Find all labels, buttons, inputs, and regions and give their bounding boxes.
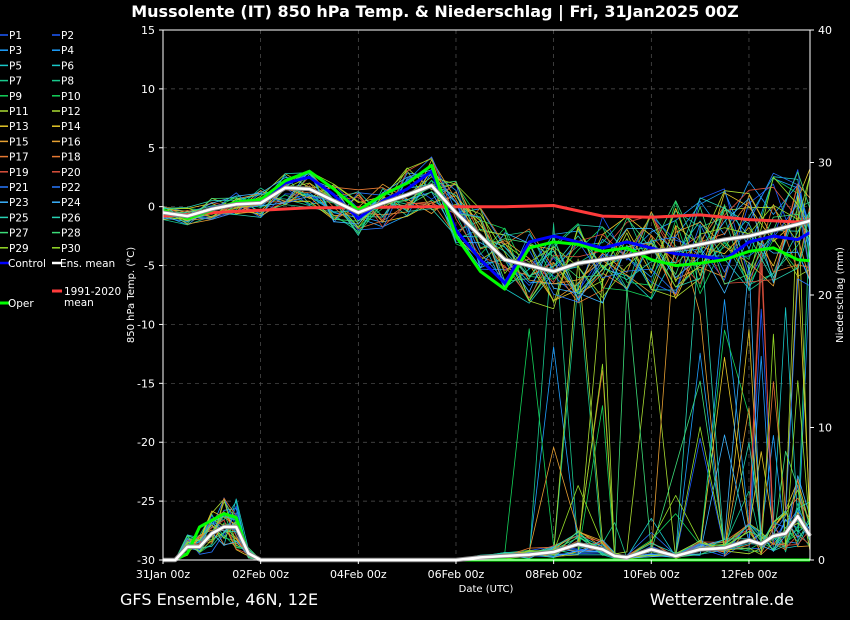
- y-tick-label-left: -30: [137, 554, 155, 567]
- member-precip-P14: [163, 263, 811, 561]
- legend-entry-climate: 1991-2020: [64, 286, 121, 298]
- oper-temp-line: [162, 163, 811, 291]
- legend-entry: P29: [9, 243, 29, 255]
- member-precip-P9: [163, 328, 811, 561]
- y-tick-label-left: -25: [137, 495, 155, 508]
- legend-entry: P19: [9, 167, 29, 179]
- x-tick-label: 10Feb 00z: [623, 568, 680, 581]
- y-tick-label-right: 20: [818, 289, 832, 302]
- right-y-ticks: 40 30 20 10 0: [810, 24, 832, 567]
- y-tick-label-left: 15: [141, 24, 155, 37]
- legend-entry: P17: [9, 152, 29, 164]
- footer-left: GFS Ensemble, 46N, 12E: [120, 590, 318, 609]
- y-tick-label-left: 10: [141, 83, 155, 96]
- legend-entry: P22: [61, 182, 81, 194]
- y-tick-label-right: 0: [818, 554, 825, 567]
- clim-mean-line: [162, 204, 811, 224]
- left-y-ticks: 15 10 5 0 -5 -10 -15 -20 -25 -30: [137, 24, 163, 567]
- y-tick-label-left: 5: [148, 142, 155, 155]
- y-axis-label-right: Niederschlag (mm): [835, 247, 846, 343]
- member-precip-P20: [163, 262, 811, 561]
- legend-entry: P15: [9, 136, 29, 148]
- member-temp-P11: [162, 170, 811, 302]
- member-precip-P11: [163, 258, 811, 561]
- legend-entry: P18: [61, 152, 81, 164]
- footer-right: Wetterzentrale.de: [650, 590, 794, 609]
- legend-entry: P16: [61, 136, 81, 148]
- x-ticks: 31Jan 00z 02Feb 00z 04Feb 00z 06Feb 00z 08Fe…: [136, 560, 778, 581]
- legend-entry: P21: [9, 182, 29, 194]
- legend-entry: P30: [61, 243, 81, 255]
- grid: [162, 29, 810, 561]
- legend-entry: P24: [61, 197, 81, 209]
- ens-mean-precip-line: [163, 514, 812, 562]
- legend-entry: P2: [61, 30, 74, 42]
- legend-entry-special: Ens. mean: [60, 258, 115, 270]
- legend-entry: P8: [61, 76, 74, 88]
- ens-mean-precip-outline: [163, 514, 812, 563]
- legend-entry: P12: [61, 106, 81, 118]
- y-tick-label-left: -5: [144, 260, 155, 273]
- legend-entry: P14: [61, 121, 81, 133]
- x-tick-label: 12Feb 00z: [721, 568, 778, 581]
- y-tick-label-left: -20: [137, 436, 155, 449]
- member-precip-P4: [163, 269, 811, 561]
- member-precip-P3: [163, 352, 811, 561]
- member-temp-P16: [162, 159, 811, 294]
- x-axis-label: Date (UTC): [459, 584, 514, 595]
- legend: P1 P2 P3 P4 P5 P6 P7 P8 P9 P10 P11 P12 P13 P14 P15 P16 P…: [0, 30, 121, 310]
- legend-entry: P28: [61, 228, 81, 240]
- member-temp-P18: [162, 182, 811, 304]
- legend-entry: P25: [9, 212, 29, 224]
- legend-entry: P3: [9, 45, 22, 57]
- legend-entry: P9: [9, 91, 22, 103]
- legend-entry: P27: [9, 228, 29, 240]
- legend-entry: P10: [61, 91, 81, 103]
- x-tick-label: 04Feb 00z: [330, 568, 387, 581]
- legend-entry: P1: [9, 30, 22, 42]
- x-tick-label: 06Feb 00z: [428, 568, 485, 581]
- y-tick-label-left: -15: [137, 377, 155, 390]
- legend-entry: P11: [9, 106, 29, 118]
- legend-entry: P6: [61, 60, 74, 72]
- member-temp-P22: [162, 172, 811, 303]
- legend-entry: P23: [9, 197, 29, 209]
- y-tick-label-right: 30: [818, 157, 832, 170]
- legend-entry: P20: [61, 167, 81, 179]
- y-tick-label-left: -10: [137, 318, 155, 331]
- member-precip-P30: [163, 363, 811, 561]
- legend-entry: P7: [9, 76, 22, 88]
- legend-entry-climate-cont: mean: [64, 297, 94, 309]
- legend-entry: P13: [9, 121, 29, 133]
- legend-entry-special: Control: [8, 258, 46, 270]
- member-precip-P24: [163, 261, 811, 561]
- x-tick-label: 31Jan 00z: [136, 568, 190, 581]
- member-precip-P29: [163, 333, 811, 561]
- y-tick-label-right: 40: [818, 24, 832, 37]
- legend-entry: P4: [61, 45, 74, 57]
- ens-mean-temp-line: [162, 184, 811, 273]
- legend-entry-special: Oper: [8, 298, 34, 310]
- plot-frame: [162, 29, 811, 561]
- legend-entry: P5: [9, 60, 22, 72]
- member-temp-P3: [162, 172, 811, 270]
- special-series: [162, 163, 812, 563]
- y-tick-label-right: 10: [818, 422, 832, 435]
- y-axis-label-left: 850 hPa Temp. (°C): [126, 247, 137, 343]
- legend-entry: P26: [61, 212, 81, 224]
- x-tick-label: 02Feb 00z: [232, 568, 289, 581]
- y-tick-label-left: 0: [148, 201, 155, 214]
- x-tick-label: 08Feb 00z: [525, 568, 582, 581]
- chart-title: Mussolente (IT) 850 hPa Temp. & Niedersc…: [131, 2, 739, 22]
